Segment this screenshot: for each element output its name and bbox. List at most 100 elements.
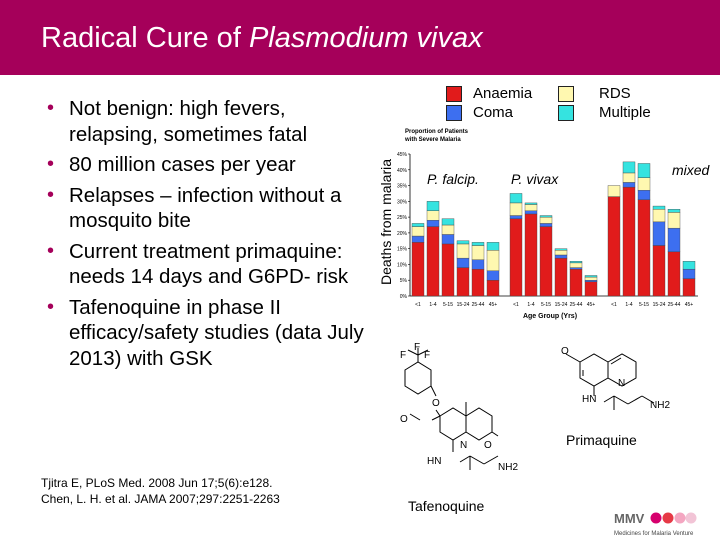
bar-segment-anaemia [682, 278, 696, 297]
x-tick-label: 5-15 [443, 302, 453, 308]
x-tick-label: 1-4 [625, 302, 632, 308]
bar-segment-coma [411, 235, 425, 243]
y-tick-label: 30% [397, 199, 408, 205]
x-tick-label: 15-24 [653, 302, 666, 308]
x-axis-label: Age Group (Yrs) [523, 313, 577, 320]
bar-segment-rds [622, 172, 636, 183]
x-tick-label: <1 [415, 302, 421, 308]
reference-line: Tjitra E, PLoS Med. 2008 Jun 17;5(6):e12… [41, 476, 273, 490]
y-tick-label: 10% [397, 262, 408, 268]
logo-wordmark: MMV [614, 511, 645, 526]
bar-segment-rds [569, 262, 583, 268]
bar-segment-coma [622, 182, 636, 188]
bullet-item: • Not benign: high fevers, relapsing, som… [47, 96, 377, 147]
bullet-text: Tafenoquine in phase II efficacy/safety … [69, 295, 364, 370]
bullet-item: • Relapses – infection without a mosquito… [47, 183, 377, 234]
bar-segment-anaemia [569, 268, 583, 297]
bar-segment-rds [554, 250, 568, 256]
x-tick-label: 25-44 [570, 302, 583, 308]
atom-label: NH2 [650, 400, 671, 411]
bar-segment-multiple [637, 163, 651, 178]
bar-segment-coma [667, 227, 681, 253]
bar-segment-rds [539, 216, 553, 224]
reference-line: Chen, L. H. et al. JAMA 2007;297:2251-22… [41, 492, 280, 506]
x-tick-label: 5-15 [541, 302, 551, 308]
bar-segment-rds [411, 226, 425, 237]
bar-segment-coma [509, 215, 523, 219]
y-tick-label: 45% [397, 152, 408, 158]
atom-label: O [561, 346, 569, 357]
title-italic-text: Plasmodium vivax [248, 22, 483, 54]
bar-segment-anaemia [667, 251, 681, 297]
chart-title: with Severe Malaria [404, 137, 461, 143]
x-tick-label: 45+ [489, 302, 498, 308]
bar-segment-rds [584, 276, 598, 281]
bar-segment-multiple [441, 218, 455, 226]
bar-segment-coma [637, 190, 651, 200]
bar-segment-rds [426, 210, 440, 221]
x-tick-label: 45+ [685, 302, 694, 308]
chart-title: Proportion of Patients [405, 129, 469, 135]
bullet-list: • Not benign: high fevers, relapsing, som… [47, 96, 377, 376]
bar-segment-multiple [486, 242, 500, 251]
y-tick-label: 40% [397, 168, 408, 174]
bar-segment-anaemia [411, 242, 425, 297]
bar-segment-multiple [539, 215, 553, 218]
x-tick-label: 5-15 [639, 302, 649, 308]
bar-segment-coma [486, 270, 500, 281]
bar-segment-anaemia [584, 281, 598, 297]
y-tick-label: 5% [400, 278, 408, 284]
bullet-text: Relapses – infection without a mosquito … [69, 183, 342, 233]
bar-segment-multiple [682, 261, 696, 270]
bullet-dot-icon: • [47, 295, 55, 318]
bar-segment-multiple [471, 242, 485, 246]
bar-segment-rds [486, 250, 500, 271]
bar-segment-anaemia [524, 213, 538, 297]
bar-segment-rds [441, 224, 455, 235]
bullet-text: Current treatment primaquine: needs 14 d… [69, 239, 349, 289]
atom-label: N [618, 378, 626, 389]
x-tick-label: 25-44 [668, 302, 681, 308]
legend-label: Anaemia [473, 85, 533, 102]
atom-label: F [414, 342, 421, 353]
primaquine-label: Primaquine [566, 432, 637, 448]
y-tick-label: 15% [397, 247, 408, 253]
title-text: Radical Cure of [41, 22, 249, 54]
bar-segment-anaemia [509, 218, 523, 297]
bar-segment-anaemia [622, 186, 636, 297]
bar-segment-anaemia [607, 196, 621, 297]
legend-label: RDS [599, 85, 631, 102]
bar-segment-coma [441, 234, 455, 245]
bar-segment-rds [667, 212, 681, 229]
bar-segment-multiple [622, 161, 636, 174]
legend-swatch [446, 105, 462, 121]
bar-segment-anaemia [441, 243, 455, 297]
references: Tjitra E, PLoS Med. 2008 Jun 17;5(6):e12… [41, 475, 280, 507]
bar-segment-coma [539, 223, 553, 227]
mmv-logo: MMV Medicines for Malaria Venture [612, 508, 712, 538]
atom-label: F [400, 350, 407, 361]
group-label: P. falcip. [427, 171, 479, 187]
y-tick-label: 0% [400, 294, 408, 300]
logo-tagline: Medicines for Malaria Venture [614, 531, 694, 537]
atom-label: O [432, 398, 440, 409]
atom-label: NH2 [498, 462, 519, 473]
group-label: mixed [672, 162, 710, 178]
title-bar: Radical Cure of Plasmodium vivax [0, 0, 720, 75]
bullet-item: • 80 million cases per year [47, 152, 377, 178]
y-tick-label: 20% [397, 231, 408, 237]
legend-swatch [558, 86, 574, 102]
x-tick-label: 1-4 [429, 302, 436, 308]
bar-segment-rds [471, 245, 485, 260]
bar-segment-multiple [524, 202, 538, 205]
bar-segment-rds [456, 243, 470, 259]
bar-segment-rds [524, 204, 538, 212]
bar-segment-rds [607, 185, 621, 197]
bar-segment-anaemia [426, 226, 440, 297]
bar-segment-anaemia [456, 267, 470, 297]
bar-segment-multiple [667, 209, 681, 213]
atom-label: O [484, 440, 492, 451]
bar-segment-rds [637, 177, 651, 191]
atom-label: F [424, 350, 431, 361]
